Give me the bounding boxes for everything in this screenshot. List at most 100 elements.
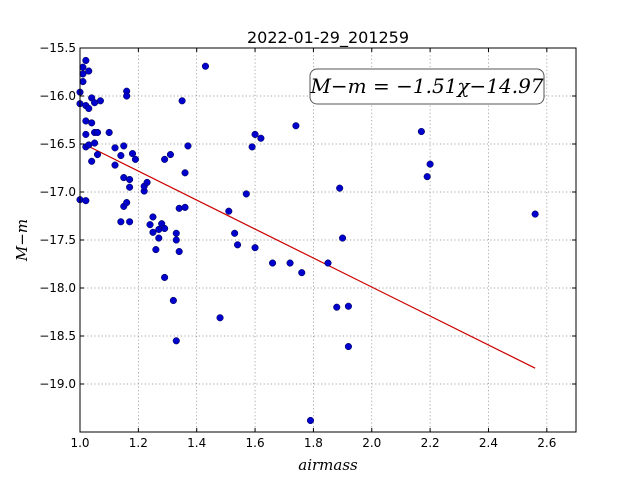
data-point [82, 56, 90, 65]
data-point [333, 303, 341, 311]
data-point [85, 67, 93, 75]
data-point [111, 161, 119, 169]
data-point [79, 63, 87, 71]
data-point [169, 296, 177, 305]
data-point [126, 218, 134, 226]
data-point [161, 224, 169, 233]
data-point [184, 142, 192, 150]
data-point [172, 229, 180, 237]
data-point [426, 160, 434, 168]
y-tick-label: −16.0 [39, 89, 76, 103]
y-tick-label: −18.5 [39, 329, 76, 343]
data-point [175, 204, 183, 212]
x-tick-label: 1.4 [187, 436, 206, 450]
data-point [172, 337, 180, 345]
data-point [161, 273, 169, 281]
data-point [231, 229, 239, 237]
data-point [117, 218, 125, 226]
data-point [216, 314, 224, 322]
data-point [292, 122, 300, 130]
data-point [175, 247, 183, 256]
data-point [126, 175, 134, 184]
data-point [251, 244, 259, 252]
data-point [91, 139, 99, 147]
data-point [93, 128, 102, 137]
x-tick-label: 2.6 [537, 436, 556, 450]
chart-title: 2022-01-29_201259 [247, 28, 409, 48]
data-point [82, 197, 90, 205]
data-point [152, 246, 160, 254]
fit-equation: M−m = −1.51χ−14.97 [309, 74, 543, 98]
data-point [79, 70, 87, 78]
data-point [85, 104, 93, 113]
data-point [146, 221, 154, 229]
data-point [166, 151, 174, 159]
x-tick-label: 2.4 [479, 436, 498, 450]
data-point [225, 207, 233, 215]
data-point [88, 157, 96, 165]
data-point [242, 190, 250, 198]
data-point [306, 416, 315, 425]
data-point [531, 210, 539, 218]
data-point [344, 302, 352, 310]
data-point [149, 228, 157, 236]
data-point [155, 234, 163, 242]
data-point [88, 119, 96, 127]
y-tick-label: −17.5 [39, 233, 76, 247]
data-point [248, 143, 256, 151]
y-tick-label: −15.5 [39, 41, 76, 55]
data-point [93, 151, 102, 159]
data-point [298, 269, 306, 277]
data-point [131, 155, 139, 163]
data-point [344, 343, 352, 351]
y-tick-label: −17.0 [39, 185, 76, 199]
data-point [143, 178, 151, 186]
x-tick-label: 2.2 [421, 436, 440, 450]
data-point [172, 236, 180, 244]
data-point [336, 184, 344, 192]
x-tick-label: 1.2 [129, 436, 148, 450]
data-point [324, 259, 332, 267]
x-tick-label: 1.0 [70, 436, 89, 450]
fit-annotation: M−m = −1.51χ−14.97 [309, 68, 545, 105]
axis-ticks [79, 47, 576, 432]
data-points [76, 56, 539, 425]
x-tick-label: 1.8 [304, 436, 323, 450]
data-point [120, 142, 128, 150]
y-tick-label: −16.5 [39, 137, 76, 151]
data-point [96, 97, 104, 105]
fit-line [85, 144, 536, 369]
data-point [257, 134, 265, 142]
data-point [126, 183, 134, 191]
data-point [82, 130, 90, 138]
x-tick-labels: 1.0 1.2 1.4 1.6 1.8 2.0 2.2 2.4 2.6 [70, 436, 556, 450]
data-point [161, 155, 169, 163]
y-tick-labels: −15.5 −16.0 −16.5 −17.0 −17.5 −18.0 −18.5 −19.0 [39, 41, 76, 391]
x-tick-label: 2.0 [362, 436, 381, 450]
x-axis-label: airmass [298, 456, 358, 474]
data-point [111, 144, 119, 152]
data-point [79, 78, 87, 86]
data-point [117, 151, 125, 160]
data-point [251, 130, 259, 138]
data-point [269, 259, 277, 267]
data-point [234, 241, 242, 249]
data-point [286, 259, 294, 267]
data-point [149, 213, 157, 221]
data-point [339, 234, 347, 242]
fit-line-group [85, 144, 536, 369]
annotation-box [309, 68, 545, 105]
data-point [105, 128, 113, 137]
x-tick-label: 1.6 [246, 436, 265, 450]
data-point [178, 97, 186, 105]
data-point [417, 127, 425, 136]
data-point [201, 62, 210, 70]
data-point [181, 169, 189, 177]
data-point [181, 203, 189, 211]
data-point [423, 173, 431, 181]
data-point [128, 150, 137, 158]
y-axis-label: M−m [13, 219, 31, 262]
y-tick-label: −19.0 [39, 377, 76, 391]
data-point [123, 199, 131, 207]
